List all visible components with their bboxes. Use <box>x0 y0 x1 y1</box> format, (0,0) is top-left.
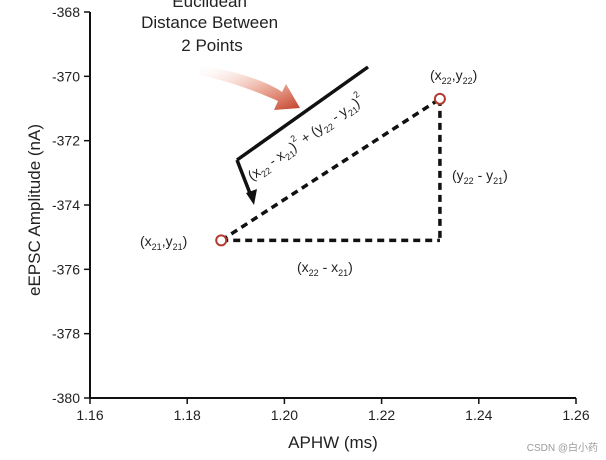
data-point-x21-y21 <box>215 234 228 247</box>
y-tick-label: -374 <box>52 197 80 213</box>
y-axis-title: eEPSC Amplitude (nA) <box>25 124 44 296</box>
horizontal-leg-label: (x22 - x21) <box>297 259 353 278</box>
x-tick-label: 1.18 <box>174 407 201 423</box>
y-ticks: -368 -370 -372 -374 -376 -378 -380 <box>52 4 90 406</box>
data-point-x22-y22 <box>433 92 446 105</box>
x-axis-title: APHW (ms) <box>288 433 378 452</box>
vertical-leg-label: (y22 - y21) <box>452 167 508 186</box>
dashed-hypotenuse <box>220 97 441 242</box>
y-tick-label: -378 <box>52 326 80 342</box>
y-tick-label: -380 <box>52 390 80 406</box>
x-ticks: 1.16 1.18 1.20 1.22 1.24 1.26 <box>76 398 590 423</box>
x-tick-label: 1.20 <box>271 407 298 423</box>
x-tick-label: 1.24 <box>465 407 492 423</box>
euclidean-title: Euclidean Distance Between 2 Points <box>141 0 283 55</box>
watermark: CSDN @白小药 <box>526 443 598 454</box>
y-tick-label: -376 <box>52 261 80 277</box>
euclidean-title-line-2: Distance Between <box>141 13 278 32</box>
x-tick-label: 1.26 <box>562 407 589 423</box>
formula-bracket-stem <box>235 159 253 197</box>
euclidean-title-line-1: Euclidean <box>172 0 247 11</box>
curved-pointer-arrow <box>200 65 300 110</box>
y-tick-label: -372 <box>52 133 80 149</box>
x-tick-label: 1.16 <box>76 407 103 423</box>
x-tick-label: 1.22 <box>368 407 395 423</box>
point-label-x21-y21: (x21,y21) <box>140 233 187 252</box>
point-label-x22-y22: (x22,y22) <box>430 67 477 86</box>
formula-bracket-arrowhead <box>246 189 257 205</box>
formula-bracket-line <box>235 65 370 162</box>
euclidean-title-line-3: 2 Points <box>181 36 242 55</box>
distance-formula: (x22 - x21)2 + (y22 - y21)2 <box>243 89 368 186</box>
y-tick-label: -368 <box>52 4 80 20</box>
y-tick-label: -370 <box>52 68 80 84</box>
